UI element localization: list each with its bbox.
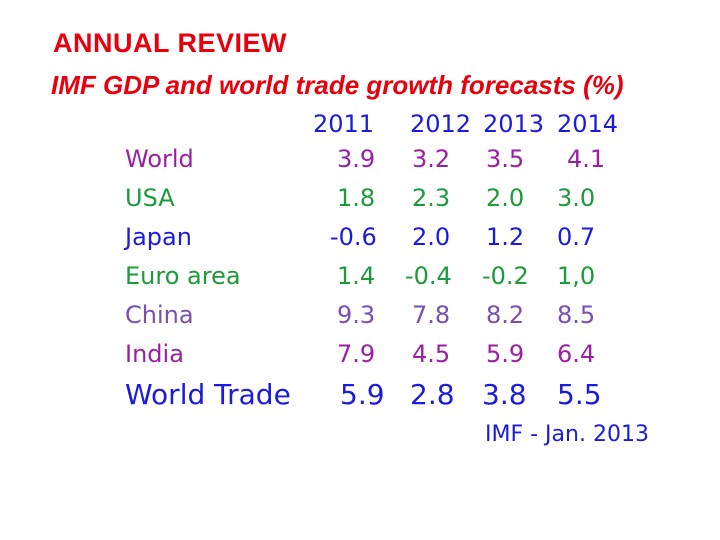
cell-china-2011: 9.3 <box>337 301 376 329</box>
cell-india-2014: 6.4 <box>557 340 596 368</box>
cell-usa-2011: 1.8 <box>337 184 376 212</box>
cell-trade-2012: 2.8 <box>410 378 455 411</box>
row-label-world-trade: World Trade <box>125 378 291 411</box>
cell-euro-2011: 1.4 <box>337 262 376 290</box>
cell-japan-2013: 1.2 <box>486 223 525 251</box>
cell-world-2014: 4.1 <box>567 145 606 173</box>
cell-usa-2012: 2.3 <box>412 184 451 212</box>
cell-india-2011: 7.9 <box>337 340 376 368</box>
header-2013: 2013 <box>483 110 545 138</box>
cell-usa-2014: 3.0 <box>557 184 596 212</box>
cell-trade-2014: 5.5 <box>557 378 602 411</box>
row-label-world: World <box>125 145 194 173</box>
cell-trade-2011: 5.9 <box>340 378 385 411</box>
cell-japan-2011: -0.6 <box>330 223 377 251</box>
cell-usa-2013: 2.0 <box>486 184 525 212</box>
slide-subtitle: IMF GDP and world trade growth forecasts… <box>51 70 624 100</box>
row-label-india: India <box>125 340 184 368</box>
cell-world-2013: 3.5 <box>486 145 525 173</box>
cell-japan-2014: 0.7 <box>557 223 596 251</box>
cell-china-2012: 7.8 <box>412 301 451 329</box>
cell-india-2013: 5.9 <box>486 340 525 368</box>
cell-world-2011: 3.9 <box>337 145 376 173</box>
header-2012: 2012 <box>410 110 472 138</box>
source-note: IMF - Jan. 2013 <box>485 422 649 447</box>
cell-japan-2012: 2.0 <box>412 223 451 251</box>
slide-title: ANNUAL REVIEW <box>53 28 288 58</box>
cell-euro-2014: 1,0 <box>557 262 596 290</box>
row-label-japan: Japan <box>125 223 192 251</box>
row-label-china: China <box>125 301 194 329</box>
header-2011: 2011 <box>313 110 375 138</box>
cell-euro-2013: -0.2 <box>482 262 529 290</box>
cell-trade-2013: 3.8 <box>482 378 527 411</box>
cell-china-2013: 8.2 <box>486 301 525 329</box>
row-label-euro-area: Euro area <box>125 262 241 290</box>
cell-euro-2012: -0.4 <box>405 262 452 290</box>
row-label-usa: USA <box>125 184 175 212</box>
header-2014: 2014 <box>557 110 619 138</box>
cell-world-2012: 3.2 <box>412 145 451 173</box>
cell-india-2012: 4.5 <box>412 340 451 368</box>
cell-china-2014: 8.5 <box>557 301 596 329</box>
